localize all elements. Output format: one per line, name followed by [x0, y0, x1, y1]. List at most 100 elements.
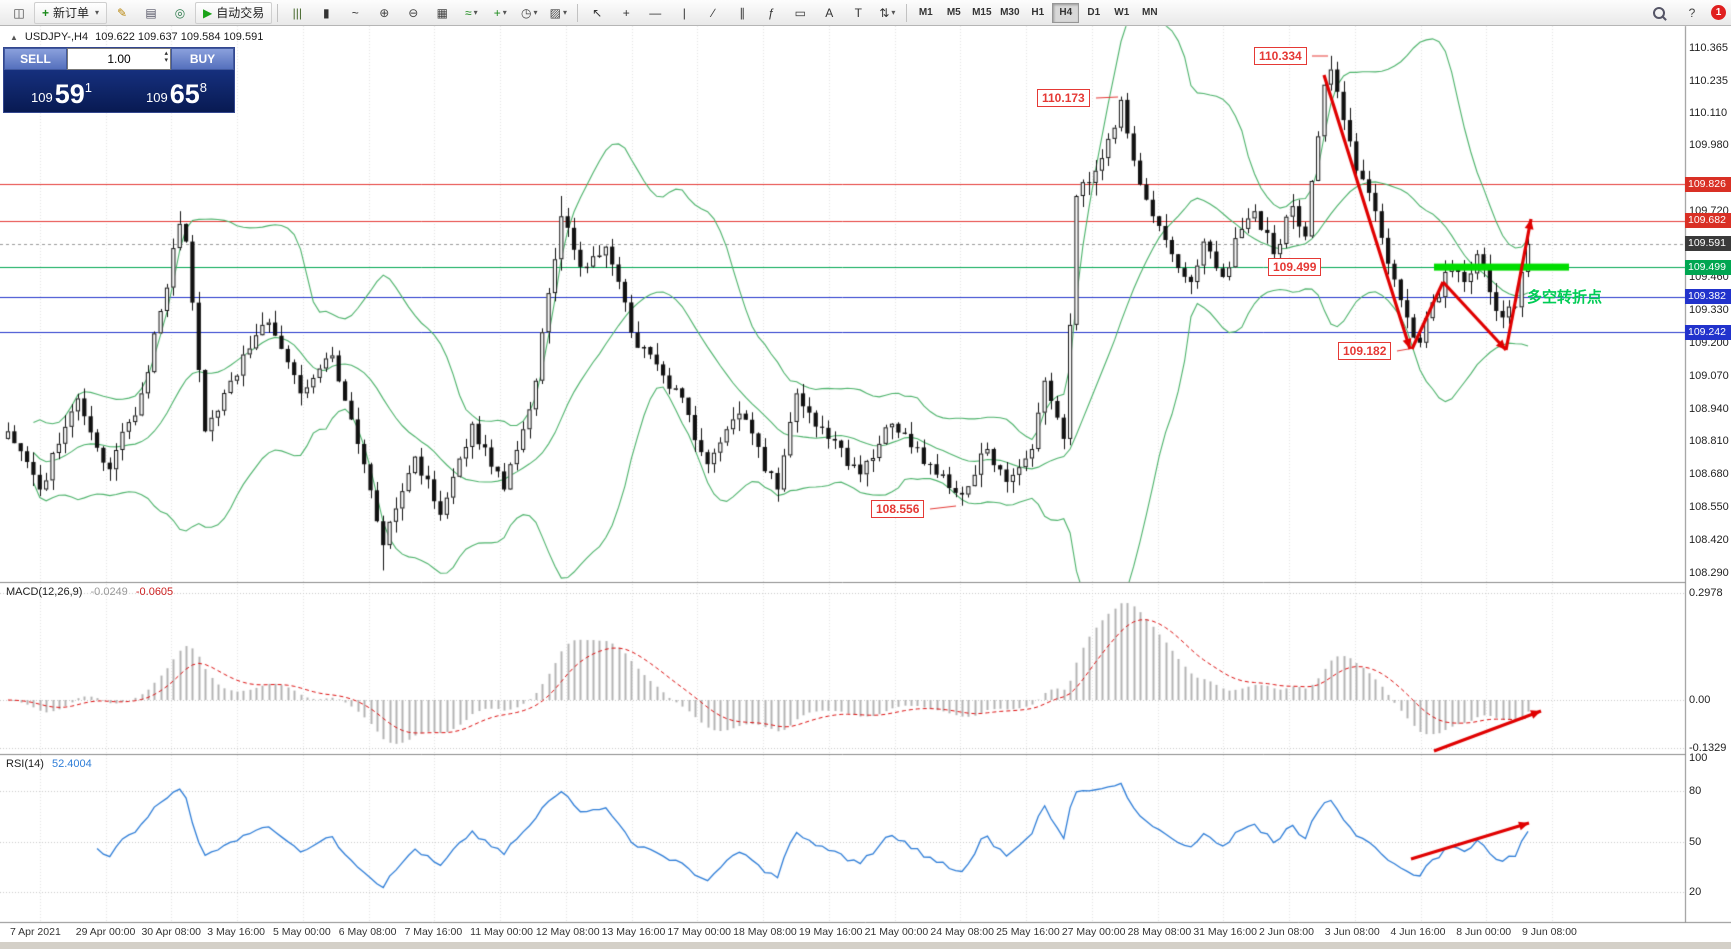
volume-up-button[interactable]: ▴ [164, 50, 168, 57]
time-axis-label: 8 Jun 00:00 [1456, 926, 1512, 938]
buy-button[interactable]: BUY [171, 48, 234, 70]
volume-down-button[interactable]: ▾ [164, 57, 168, 64]
shapes-icon[interactable]: ▭ [786, 2, 814, 24]
volume-input[interactable]: 1.00 ▴ ▾ [67, 48, 171, 70]
time-axis-label: 7 May 16:00 [404, 926, 463, 938]
tile-windows-icon[interactable]: ▦ [428, 2, 456, 24]
time-axis-label: 3 May 16:00 [207, 926, 266, 938]
time-axis-label: 6 May 08:00 [338, 926, 397, 938]
time-axis-label: 4 Jun 16:00 [1390, 926, 1446, 938]
cursor-icon[interactable]: ↖ [583, 2, 611, 24]
macd-signal-value: -0.0605 [135, 586, 174, 598]
sell-button[interactable]: SELL [4, 48, 67, 70]
crosshair-icon: + [622, 5, 630, 20]
price-annotation[interactable]: 108.556 [871, 500, 925, 518]
hline-icon[interactable]: — [641, 2, 669, 24]
terminal-icon[interactable]: ▤ [137, 2, 165, 24]
indicators-icon[interactable]: ≈ ▾ [457, 2, 485, 24]
text-icon[interactable]: A [815, 2, 843, 24]
help-icon[interactable]: ? [1688, 5, 1696, 20]
time-axis-label: 31 May 16:00 [1193, 926, 1257, 938]
price-axis-tick: 110.235 [1689, 74, 1728, 87]
price-axis-box: 109.499 [1685, 259, 1731, 275]
crosshair-icon[interactable]: + [612, 2, 640, 24]
price-axis-tick: 109.070 [1689, 369, 1729, 382]
periods-icon[interactable]: ◷ ▾ [515, 2, 543, 24]
macd-name: MACD(12,26,9) [6, 586, 83, 598]
time-axis-label: 30 Apr 08:00 [141, 926, 202, 938]
arrows-icon[interactable]: ⇅ ▾ [873, 2, 901, 24]
new-order-icon: + [42, 5, 50, 20]
rsi-axis-value: 50 [1689, 835, 1702, 848]
sell-price-pips: 59 [54, 79, 85, 109]
price-axis-tick: 108.420 [1689, 534, 1729, 547]
macd-axis-value: 0.00 [1689, 694, 1711, 706]
add-object-icon[interactable]: + ▾ [486, 2, 514, 24]
timeframe-m15-button[interactable]: M15 [972, 7, 992, 18]
toolbar-chart-group: ||| ▮ ~ ⊕ ⊖ ▦ ≈ ▾ + ▾ ◷ ▾ ▨ ▾ [283, 2, 572, 24]
search-icon [1653, 6, 1665, 19]
buy-price[interactable]: 109 65 8 [119, 70, 234, 112]
timeframe-w1-button[interactable]: W1 [1114, 7, 1130, 18]
timeframe-h1-button[interactable]: H1 [1031, 7, 1045, 18]
buy-price-figure: 109 [146, 90, 168, 105]
time-axis-label: 19 May 16:00 [798, 926, 863, 938]
metaeditor-icon[interactable]: ✎ [108, 2, 136, 24]
cursor-icon: ↖ [592, 5, 603, 20]
timeframe-mn-button[interactable]: MN [1142, 7, 1158, 18]
timeframe-h4-button[interactable]: H4 [1052, 2, 1080, 23]
buy-price-pips: 65 [169, 79, 200, 109]
time-axis-label: 2 Jun 08:00 [1259, 926, 1314, 938]
line-chart-mode-icon[interactable]: ~ [341, 2, 369, 24]
add-object-icon: + [493, 5, 501, 20]
zoom-out-icon[interactable]: ⊖ [399, 2, 427, 24]
price-annotation[interactable]: 110.334 [1254, 47, 1307, 65]
price-axis-box: 109.382 [1685, 289, 1731, 305]
templates-icon[interactable]: ▨ ▾ [544, 2, 572, 24]
panel-collapse-icon[interactable]: ▲ [10, 32, 18, 42]
trendline-icon[interactable]: ∕ [699, 2, 727, 24]
toolbar: ◫ + 新订单 ▾ ✎ ▤ ◎ ▶ 自动交易 ||| ▮ ~ ⊕ ⊖ ▦ ≈ ▾ + ▾ ◷ ▾ ▨ ▾ ↖ +… [0, 0, 1731, 26]
zoom-in-icon[interactable]: ⊕ [370, 2, 398, 24]
vline-icon[interactable]: | [670, 2, 698, 24]
text-icon: A [825, 5, 834, 20]
price-annotation[interactable]: 110.173 [1037, 89, 1090, 107]
sell-price[interactable]: 109 59 1 [4, 70, 119, 112]
time-axis-label: 11 May 00:00 [470, 926, 534, 938]
note-annotation[interactable]: 多空转折点 [1527, 289, 1603, 306]
timeframe-d1-button[interactable]: D1 [1087, 7, 1101, 18]
new-order-button[interactable]: + 新订单 ▾ [34, 1, 108, 24]
notification-badge[interactable]: 1 [1711, 5, 1726, 20]
fibonacci-icon[interactable]: ƒ [757, 2, 785, 24]
bar-chart-mode-icon[interactable]: ||| [283, 2, 311, 24]
vline-icon: | [682, 5, 686, 20]
timeframe-m1-button[interactable]: M1 [918, 7, 933, 18]
label-icon[interactable]: T [844, 2, 872, 24]
templates-icon: ▨ [549, 5, 561, 20]
ohlc-values: 109.622 109.637 109.584 109.591 [95, 31, 264, 43]
channel-icon: ∥ [739, 5, 746, 20]
toolbar-separator [577, 3, 579, 22]
price-annotation[interactable]: 109.499 [1268, 258, 1322, 276]
search-icon[interactable] [1645, 2, 1673, 24]
time-axis-label: 5 May 00:00 [272, 926, 331, 938]
price-axis-box: 109.591 [1685, 236, 1731, 252]
terminal-icon: ▤ [145, 5, 157, 20]
play-icon: ▶ [203, 5, 213, 20]
timeframe-m30-button[interactable]: M30 [1000, 7, 1020, 18]
rsi-name: RSI(14) [6, 758, 44, 770]
time-axis-label: 25 May 16:00 [996, 926, 1060, 938]
chart-window-icon[interactable]: ◫ [13, 5, 25, 20]
time-axis-label: 24 May 08:00 [930, 926, 994, 938]
buy-price-point: 8 [199, 80, 207, 95]
strategy-tester-icon[interactable]: ◎ [166, 2, 194, 24]
sell-price-point: 1 [84, 80, 92, 95]
channel-icon[interactable]: ∥ [728, 2, 756, 24]
candlestick-mode-icon[interactable]: ▮ [312, 2, 340, 24]
price-axis-tick: 110.365 [1689, 42, 1728, 54]
time-axis-label: 28 May 08:00 [1127, 926, 1192, 938]
price-annotation[interactable]: 109.182 [1338, 342, 1392, 360]
autotrading-button[interactable]: ▶ 自动交易 [195, 1, 273, 24]
timeframe-m5-button[interactable]: M5 [946, 7, 961, 18]
